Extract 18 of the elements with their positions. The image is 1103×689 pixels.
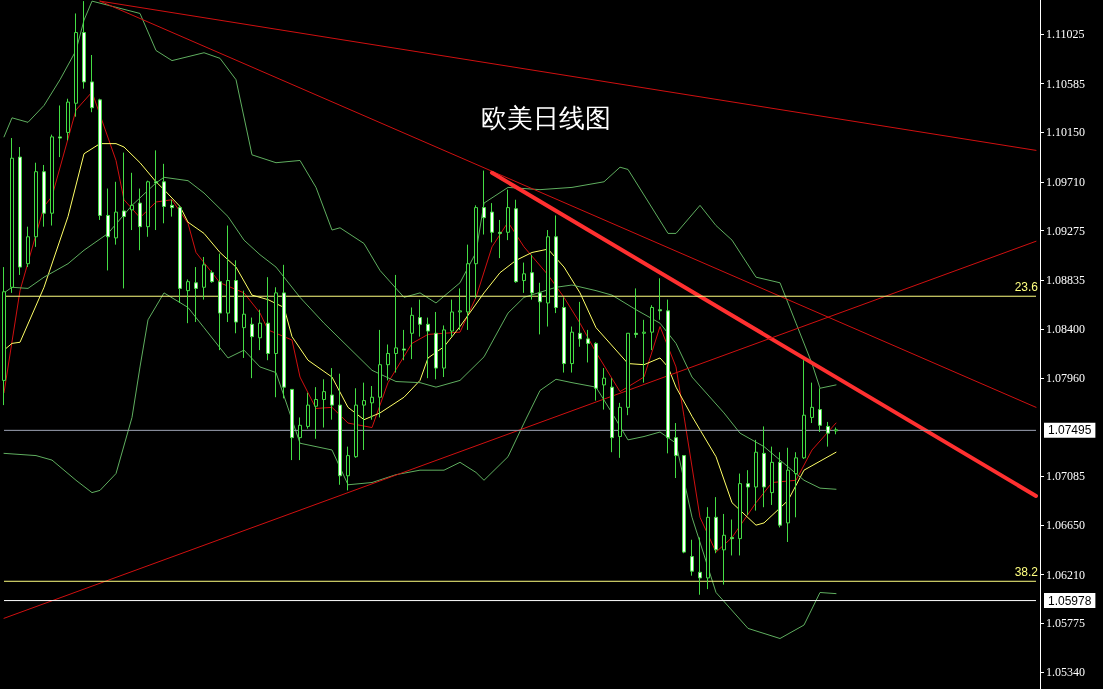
y-tick-label: 1.09275 [1046, 223, 1085, 238]
ref-line-label: 1.07495 [1048, 423, 1092, 438]
y-tick-label: 1.05340 [1046, 665, 1085, 680]
annotation: 38.2 [1014, 565, 1039, 580]
y-tick-label: 1.08400 [1046, 321, 1085, 336]
annotation: 23.6 [1014, 280, 1039, 295]
y-tick-label: 1.11025 [1046, 27, 1085, 42]
y-tick-label: 1.10150 [1046, 125, 1085, 140]
y-tick-label: 1.10585 [1046, 76, 1085, 91]
ref-line-label: 1.05978 [1048, 593, 1092, 608]
y-tick-label: 1.07960 [1046, 371, 1085, 386]
y-tick-label: 1.06650 [1046, 518, 1085, 533]
y-tick-label: 1.06210 [1046, 567, 1085, 582]
y-tick-label: 1.05775 [1046, 616, 1085, 631]
text: 欧美日线图 [481, 103, 611, 133]
y-tick-label: 1.09710 [1046, 174, 1085, 189]
y-tick-label: 1.08835 [1046, 272, 1085, 287]
y-tick-label: 1.07085 [1046, 469, 1085, 484]
